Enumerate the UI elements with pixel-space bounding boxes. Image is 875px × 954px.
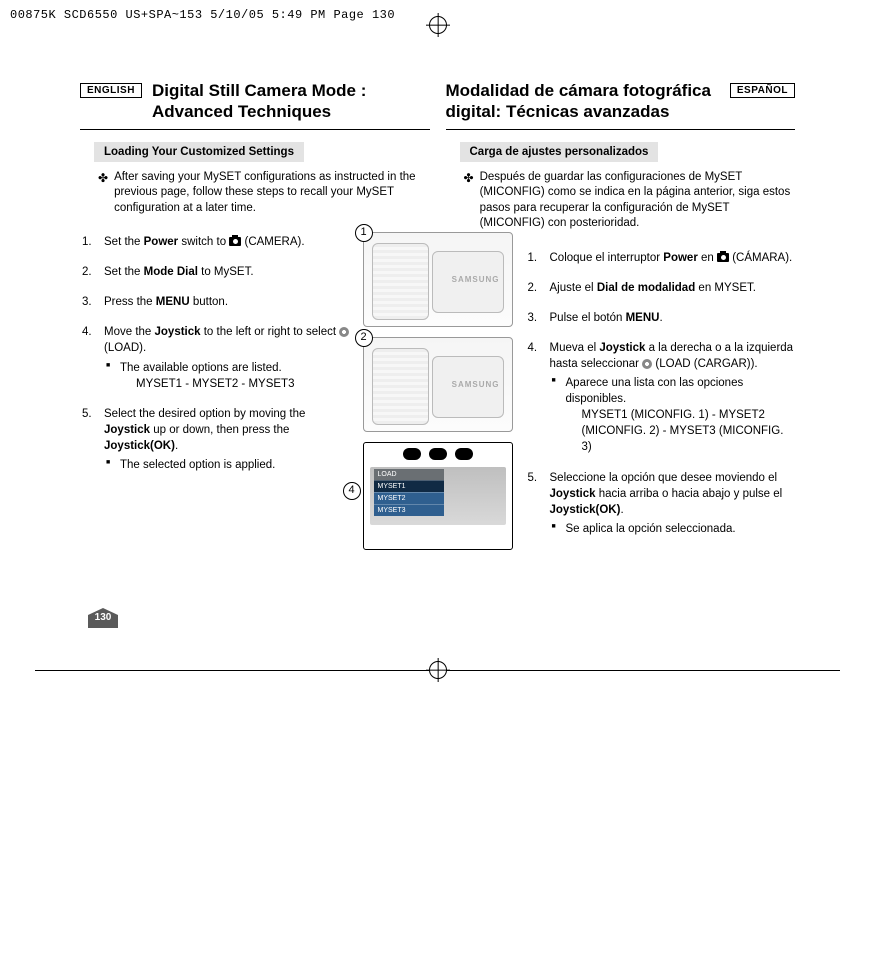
step-5-es: Seleccione la opción que desee moviendo … <box>528 470 796 537</box>
lcd-screen: LOAD MYSET1 MYSET2 MYSET3 <box>363 442 513 550</box>
intro-text-en: After saving your MySET configurations a… <box>114 170 429 217</box>
step-3-es: Pulse el botón MENU. <box>528 310 796 326</box>
step-1-en: Set the Power switch to (CAMERA). <box>82 234 350 250</box>
lcd-menu: LOAD MYSET1 MYSET2 MYSET3 <box>374 469 444 516</box>
step-2-es: Ajuste el Dial de modalidad en MYSET. <box>528 280 796 296</box>
lcd-menu-row: MYSET3 <box>374 504 444 516</box>
title-spanish: Modalidad de cámara fotográfica digital:… <box>446 80 720 123</box>
lcd-topbar <box>364 443 512 465</box>
step-4-es: Mueva el Joystick a la derecha o a la iz… <box>528 340 796 456</box>
lang-tag-english: ENGLISH <box>80 83 142 98</box>
lang-tag-spanish: ESPAÑOL <box>730 83 795 98</box>
figure-number-2: 2 <box>355 329 373 347</box>
print-header: 00875K SCD6550 US+SPA~153 5/10/05 5:49 P… <box>10 8 395 22</box>
disc-icon <box>642 359 652 369</box>
step-5-sub1-en: The selected option is applied. <box>104 457 350 473</box>
intro-bullet-icon: ✤ <box>464 170 474 232</box>
lcd-pill-icon <box>429 448 447 460</box>
camera-icon <box>717 253 729 262</box>
section-label-es: Carga de ajustes personalizados <box>460 142 659 162</box>
figure-number-1: 1 <box>355 224 373 242</box>
lcd-pill-icon <box>455 448 473 460</box>
registration-mark-icon <box>429 661 447 679</box>
step-5-sub1-es: Se aplica la opción seleccionada. <box>550 521 796 537</box>
lcd-menu-row: MYSET2 <box>374 492 444 504</box>
intro-es: ✤ Después de guardar las configuraciones… <box>464 170 796 232</box>
figure-number-4: 4 <box>343 482 361 500</box>
brand-label: SAMSUNG <box>452 275 500 284</box>
step-5-en: Select the desired option by moving the … <box>82 406 350 473</box>
step-1-es: Coloque el interruptor Power en (CÁMARA)… <box>528 250 796 266</box>
registration-mark-icon <box>429 16 447 34</box>
brand-label: SAMSUNG <box>452 380 500 389</box>
intro-text-es: Después de guardar las configuraciones d… <box>480 170 795 232</box>
disc-icon <box>339 327 349 337</box>
lcd-pill-icon <box>403 448 421 460</box>
step-4-en: Move the Joystick to the left or right t… <box>82 324 350 391</box>
camera-illustration: SAMSUNG <box>363 337 513 432</box>
figure-4: 4 LOAD MYSET1 MYSET2 MYSET3 <box>363 442 513 550</box>
page-content: ENGLISH Digital Still Camera Mode : Adva… <box>80 80 795 654</box>
lcd-menu-row: MYSET1 <box>374 480 444 492</box>
camera-icon <box>229 237 241 246</box>
figure-column: 1 SAMSUNG 2 SAMSUNG 4 LOAD M <box>363 232 513 550</box>
step-4-sub1-en: The available options are listed. MYSET1… <box>104 360 350 392</box>
intro-en: ✤ After saving your MySET configurations… <box>98 170 430 217</box>
intro-bullet-icon: ✤ <box>98 170 108 217</box>
step-2-en: Set the Mode Dial to MySET. <box>82 264 350 280</box>
step-4-sub1-es: Aparece una lista con las opciones dispo… <box>550 375 796 455</box>
camera-illustration: SAMSUNG <box>363 232 513 327</box>
figure-1: 1 SAMSUNG <box>363 232 513 327</box>
figure-2: 2 SAMSUNG <box>363 337 513 432</box>
title-english: Digital Still Camera Mode : Advanced Tec… <box>152 80 430 123</box>
section-label-en: Loading Your Customized Settings <box>94 142 304 162</box>
step-3-en: Press the MENU button. <box>82 294 350 310</box>
lcd-menu-header: LOAD <box>374 469 444 480</box>
